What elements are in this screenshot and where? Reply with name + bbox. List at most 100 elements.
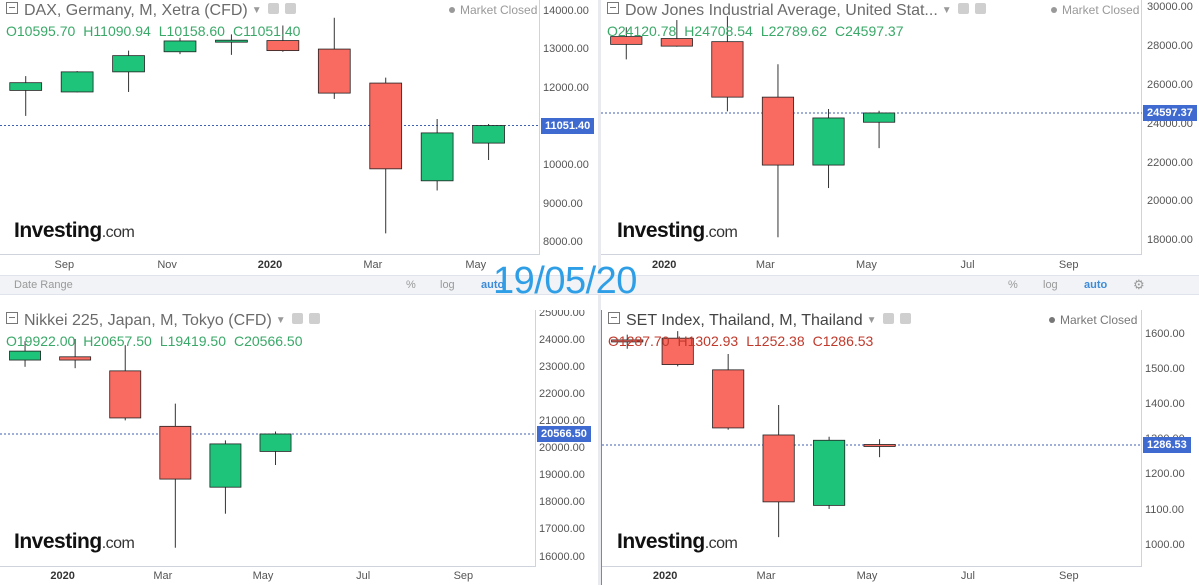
candle[interactable] (762, 405, 795, 538)
candle[interactable] (420, 119, 454, 191)
plot-area[interactable] (0, 310, 536, 567)
candle[interactable] (317, 17, 351, 99)
x-tick-label: May (252, 570, 274, 582)
plot-area[interactable] (601, 0, 1142, 255)
collapse-icon[interactable] (6, 312, 18, 324)
caret-down-icon[interactable]: ▼ (251, 5, 262, 16)
investing-logo: Investing.com (617, 219, 738, 242)
percent-scale-button[interactable]: % (406, 279, 416, 291)
date-stamp: 19/05/20 (493, 260, 637, 302)
settings-icon[interactable] (291, 313, 303, 324)
x-tick-label: Sep (453, 570, 474, 582)
gear-icon[interactable]: ⚙ (1133, 277, 1145, 292)
collapse-icon[interactable] (6, 2, 18, 14)
candle[interactable] (472, 123, 505, 160)
candle[interactable] (215, 34, 248, 55)
open-value: O24120.78 (607, 23, 677, 39)
caret-down-icon[interactable]: ▼ (275, 315, 286, 326)
plot-area[interactable] (602, 310, 1142, 567)
y-tick-label: 30000.00 (1147, 0, 1193, 13)
caret-down-icon[interactable]: ▼ (866, 315, 877, 326)
candle-body-up (813, 439, 846, 506)
candle[interactable] (711, 16, 744, 112)
y-tick-label: 18000.00 (539, 496, 585, 509)
candlestick-chart[interactable] (601, 0, 1142, 255)
log-scale-button[interactable]: log (440, 279, 455, 291)
gear-icon[interactable] (899, 313, 911, 324)
date-range-button[interactable]: Date Range (14, 279, 73, 291)
candle[interactable] (209, 440, 242, 514)
x-tick-label: Nov (157, 259, 177, 271)
log-scale-button[interactable]: log (1043, 279, 1058, 291)
x-tick-label: Mar (756, 570, 776, 582)
candle-body-down (711, 41, 744, 98)
ohlc-readout: O24120.78 H24708.54 L22789.62 C24597.37 (607, 23, 912, 39)
market-status: Market Closed (449, 3, 537, 17)
candle[interactable] (761, 64, 795, 238)
settings-icon[interactable] (882, 313, 894, 324)
collapse-icon[interactable] (607, 2, 619, 14)
market-status: Market Closed (1051, 3, 1139, 17)
x-tick-label: Sep (54, 259, 75, 271)
x-tick-label: Jul (960, 570, 975, 582)
x-tick-label: May (465, 259, 487, 271)
candle[interactable] (112, 50, 145, 92)
candle[interactable] (813, 436, 846, 509)
candle-body-up (259, 433, 292, 452)
settings-icon[interactable] (267, 3, 279, 14)
candle-body-up (863, 112, 896, 123)
candle[interactable] (259, 431, 292, 466)
candle-body-down (59, 356, 92, 361)
y-tick-label: 25000.00 (539, 310, 585, 320)
candle[interactable] (369, 77, 403, 234)
candlestick-chart[interactable] (0, 0, 540, 255)
candle[interactable] (863, 439, 896, 458)
collapse-icon[interactable] (608, 312, 620, 324)
last-price-tag: 20566.50 (537, 425, 591, 442)
percent-scale-button[interactable]: % (1008, 279, 1018, 291)
candle[interactable] (712, 354, 745, 430)
candle[interactable] (59, 338, 92, 369)
close-value: C20566.50 (234, 333, 303, 349)
low-value: L22789.62 (760, 23, 827, 39)
y-tick-label: 12000.00 (543, 81, 589, 94)
candle[interactable] (611, 334, 644, 349)
chart-header: Nikkei 225, Japan, M, Tokyo (CFD) ▼ (6, 312, 320, 330)
candle[interactable] (159, 403, 192, 548)
candle[interactable] (163, 37, 197, 55)
gear-icon[interactable] (974, 3, 986, 14)
candle[interactable] (9, 76, 43, 116)
candle[interactable] (661, 331, 694, 367)
candle-body-up (420, 132, 454, 182)
low-value: L19419.50 (159, 333, 226, 349)
x-tick-label: May (856, 570, 878, 582)
candle[interactable] (610, 27, 643, 60)
candle[interactable] (109, 345, 142, 421)
x-tick-label: 2020 (652, 570, 678, 582)
plot-area[interactable] (0, 0, 540, 255)
gear-icon[interactable] (284, 3, 296, 14)
auto-scale-button[interactable]: auto (1084, 279, 1108, 291)
caret-down-icon[interactable]: ▼ (941, 5, 952, 16)
candle[interactable] (660, 20, 693, 47)
candle[interactable] (60, 71, 94, 93)
close-value: C1286.53 (812, 333, 874, 349)
settings-icon[interactable] (957, 3, 969, 14)
x-tick-label: Sep (1058, 259, 1079, 271)
candlestick-chart[interactable] (0, 310, 536, 567)
y-tick-label: 26000.00 (1147, 78, 1193, 91)
y-tick-label: 20000.00 (1147, 195, 1193, 208)
candle[interactable] (9, 341, 41, 367)
candle[interactable] (266, 25, 300, 52)
candlestick-chart[interactable] (602, 310, 1142, 567)
ohlc-readout: O19922.00 H20657.50 L19419.50 C20566.50 (6, 333, 311, 349)
investing-logo: Investing.com (14, 219, 135, 242)
auto-scale-button[interactable]: auto (481, 279, 505, 291)
candle[interactable] (812, 109, 845, 189)
chart-panel-dow: Dow Jones Industrial Average, United Sta… (601, 0, 1199, 275)
gear-icon[interactable] (308, 313, 320, 324)
chart-panel-set: SET Index, Thailand, M, Thailand ▼ O1287.… (601, 310, 1199, 585)
last-price-tag: 24597.37 (1143, 104, 1197, 121)
candle[interactable] (863, 110, 896, 149)
high-value: H24708.54 (684, 23, 753, 39)
